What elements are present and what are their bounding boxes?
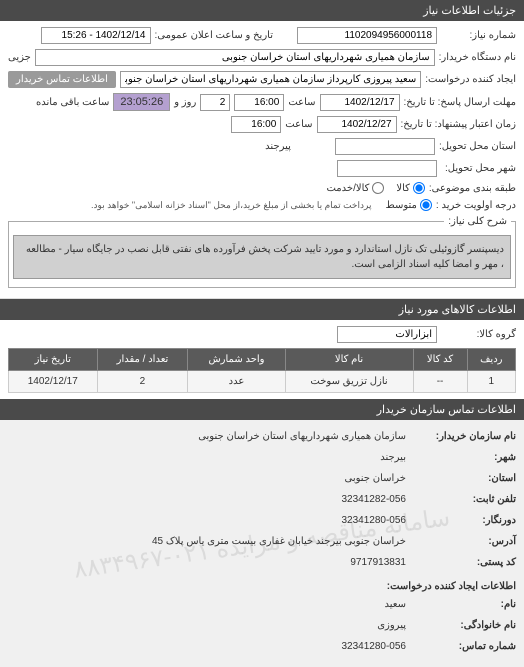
goods-header: اطلاعات کالاهای مورد نیاز: [0, 299, 524, 320]
name-value: سعید: [385, 596, 406, 614]
city-value: بیرجند: [380, 449, 406, 467]
date-label: تاریخ و ساعت اعلان عمومی:: [155, 30, 274, 41]
radio-medium[interactable]: متوسط: [385, 199, 431, 211]
remaining-label: ساعت باقی مانده: [36, 97, 109, 108]
postal-value: 9717913831: [350, 554, 406, 572]
table-section: گروه کالا: ردیف کد کالا نام کالا واحد شم…: [0, 320, 524, 399]
validity-label: زمان اعتبار پیشنهاد: تا تاریخ:: [401, 119, 516, 130]
main-header: جزئیات اطلاعات نیاز: [0, 0, 524, 21]
org-value: سازمان همیاری شهرداریهای استان خراسان جن…: [198, 428, 406, 446]
form-section: شماره نیاز: تاریخ و ساعت اعلان عمومی: نا…: [0, 21, 524, 299]
classification-label: طبقه بندی موضوعی:: [429, 183, 516, 194]
buyer-input[interactable]: [35, 49, 435, 66]
contact-info-button[interactable]: اطلاعات تماس خریدار: [8, 71, 116, 88]
deadline-label: مهلت ارسال پاسخ: تا تاریخ:: [404, 97, 516, 108]
table-header-row: ردیف کد کالا نام کالا واحد شمارش تعداد /…: [9, 349, 516, 371]
goods-group-label: گروه کالا:: [441, 329, 516, 340]
radio-medium-input[interactable]: [420, 199, 432, 211]
buyer-label: نام دستگاه خریدار:: [439, 52, 516, 63]
phone-value: 32341282-056: [341, 491, 406, 509]
classification-radio-group: کالا کالا/خدمت: [326, 182, 424, 194]
days-input[interactable]: [200, 94, 230, 111]
radio-services-label: کالا/خدمت: [326, 183, 369, 194]
date-input[interactable]: [41, 27, 151, 44]
time-label-2: ساعت: [285, 119, 312, 130]
delivery-city-input[interactable]: [337, 160, 437, 177]
cell-qty: 2: [97, 371, 188, 393]
province-value: خراسان جنوبی: [344, 470, 406, 488]
col-date: تاریخ نیاز: [9, 349, 98, 371]
priority-label: درجه اولویت خرید :: [436, 200, 516, 211]
contact-header: اطلاعات تماس سازمان خریدار: [0, 399, 524, 420]
cell-code: --: [413, 371, 467, 393]
goods-group-input[interactable]: [337, 326, 437, 343]
family-value: پیروزی: [377, 617, 406, 635]
contact-phone-label: شماره تماس:: [406, 638, 516, 656]
deadline-date-input[interactable]: [320, 94, 400, 111]
cell-name: نازل تزریق سوخت: [285, 371, 413, 393]
col-row: ردیف: [467, 349, 515, 371]
name-label: نام:: [406, 596, 516, 614]
radio-goods-label: کالا: [396, 183, 410, 194]
radio-goods-input[interactable]: [413, 182, 425, 194]
goods-table: ردیف کد کالا نام کالا واحد شمارش تعداد /…: [8, 348, 516, 393]
fax-label: دورنگار:: [406, 512, 516, 530]
delivery-province-input[interactable]: [335, 138, 435, 155]
fax-value: 32341280-056: [341, 512, 406, 530]
radio-services[interactable]: کالا/خدمت: [326, 182, 384, 194]
table-row[interactable]: 1 -- نازل تزریق سوخت عدد 2 1402/12/17: [9, 371, 516, 393]
org-label: نام سازمان خریدار:: [406, 428, 516, 446]
requester-input[interactable]: [120, 71, 421, 88]
address-label: آدرس:: [406, 533, 516, 551]
remaining-time: 23:05:26: [113, 93, 170, 111]
contact-phone-value: 32341280-056: [341, 638, 406, 656]
description-legend: شرح کلی نیاز:: [444, 216, 511, 227]
creator-header: اطلاعات ایجاد کننده درخواست:: [8, 578, 516, 596]
requester-label: ایجاد کننده درخواست:: [425, 74, 516, 85]
days-label: روز و: [174, 97, 196, 108]
cell-date: 1402/12/17: [9, 371, 98, 393]
radio-goods[interactable]: کالا: [396, 182, 425, 194]
validity-date-input[interactable]: [317, 116, 397, 133]
postal-label: کد پستی:: [406, 554, 516, 572]
col-qty: تعداد / مقدار: [97, 349, 188, 371]
deadline-time-input[interactable]: [234, 94, 284, 111]
description-fieldset: شرح کلی نیاز: دیسپنسر گازوئیلی تک نازل ا…: [8, 216, 516, 288]
province-label: استان:: [406, 470, 516, 488]
cell-unit: عدد: [188, 371, 285, 393]
partial-label: جزیی: [8, 52, 31, 63]
radio-medium-label: متوسط: [385, 200, 416, 211]
priority-radio-group: متوسط: [385, 199, 431, 211]
contact-section: سامانه مناقصه و مزایده ۰۲۱-۸۸۳۴۹۶۷ نام س…: [0, 420, 524, 667]
validity-time-input[interactable]: [231, 116, 281, 133]
phone-label: تلفن ثابت:: [406, 491, 516, 509]
description-text: دیسپنسر گازوئیلی تک نازل استاندارد و مور…: [13, 235, 511, 279]
delivery-province-label: استان محل تحویل:: [439, 141, 516, 152]
col-name: نام کالا: [285, 349, 413, 371]
delivery-city-label: شهر محل تحویل:: [441, 163, 516, 174]
address-value: خراسان جنوبی بیرجند خیابان غفاری بیست مت…: [152, 533, 406, 551]
family-label: نام خانوادگی:: [406, 617, 516, 635]
radio-services-input[interactable]: [372, 182, 384, 194]
payment-note: پرداخت تمام یا بخشی از مبلغ خرید،از محل …: [91, 200, 371, 211]
need-number-label: شماره نیاز:: [441, 30, 516, 41]
col-code: کد کالا: [413, 349, 467, 371]
need-number-input[interactable]: [297, 27, 437, 44]
retailer-label: پیرجند: [265, 141, 291, 152]
col-unit: واحد شمارش: [188, 349, 285, 371]
time-label-1: ساعت: [288, 97, 315, 108]
city-label: شهر:: [406, 449, 516, 467]
cell-row: 1: [467, 371, 515, 393]
